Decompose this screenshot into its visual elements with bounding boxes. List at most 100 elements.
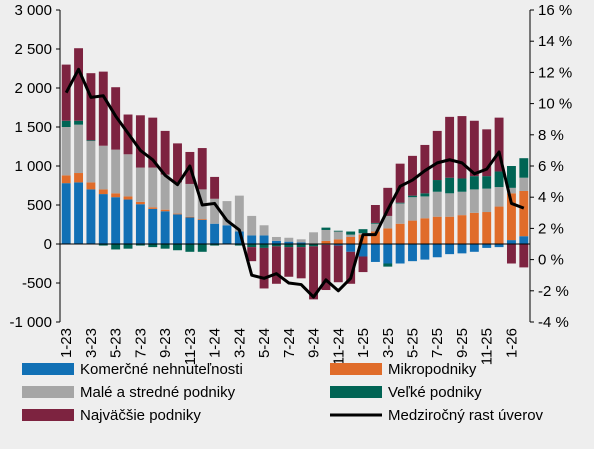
bar-0-6-24 [271,240,281,244]
bar-0-5-23 [111,197,121,244]
bar-2-1-26 [506,187,516,194]
right-tick-label-4: 4 % [538,189,564,206]
bar-3-9-25 [457,178,467,192]
bar-4-2-23 [74,48,84,121]
bar-0-9-25 [457,244,467,254]
bar-3-7-23 [135,244,145,246]
bar-2-1-24 [210,198,220,224]
bar-3-4-24 [247,244,257,248]
legend-label-2: Malé a stredné podniky [80,384,236,401]
bar-3-3-25 [383,263,393,267]
bar-0-11-24 [333,244,343,246]
bar-4-1-26 [506,244,516,264]
bar-1-5-23 [111,193,121,198]
bar-2-10-24 [321,229,331,241]
bar-4-3-23 [86,73,96,141]
bar-0-3-24 [234,231,244,244]
bar-1-10-24 [321,240,331,244]
legend-swatch-3 [330,386,382,398]
bar-2-12-24 [346,234,356,237]
legend-swatch-0 [22,363,74,375]
bar-4-1-24 [210,176,220,199]
left-tick-label-5: 1 500 [14,119,52,136]
bar-1-3-23 [86,182,96,190]
bar-1-10-23 [173,213,182,215]
bar-2-11-25 [482,188,492,213]
bar-0-7-23 [135,204,145,244]
bar-2-8-25 [445,193,455,217]
bar-2-8-23 [148,167,158,208]
bar-1-9-23 [160,209,170,212]
bar-4-7-23 [135,115,145,168]
bar-2-3-24 [234,195,244,232]
bar-3-1-25 [358,229,368,234]
bar-4-5-24 [259,247,269,289]
right-tick-label-7: 10 % [538,96,572,113]
bar-1-7-23 [135,201,145,205]
bar-4-8-24 [296,247,306,279]
bar-0-3-23 [86,189,96,244]
bar-4-8-23 [148,117,158,168]
x-tick-label-3: 7-23 [132,328,149,358]
x-tick-label-11: 11-24 [330,328,347,365]
bar-3-2-23 [74,120,84,125]
bar-0-2-24 [222,225,232,244]
right-tick-label-10: 16 % [538,2,572,19]
x-tick-label-8: 5-24 [256,328,273,358]
chart-legend: Komerčné nehnuteľnosti Mikropodniky Malé a… [22,361,544,424]
legend-label-1: Mikropodniky [388,361,477,378]
bar-2-5-24 [259,225,269,236]
bar-0-6-25 [420,244,430,260]
bar-3-5-24 [259,244,269,248]
right-tick-label-5: 6 % [538,158,564,175]
legend-label-5: Medziročný rast úverov [388,407,544,424]
bar-2-1-23 [61,127,71,176]
bar-1-1-26 [506,193,516,241]
bar-3-12-24 [346,231,356,235]
left-tick-label-3: 500 [27,197,52,214]
x-tick-label-14: 5-25 [405,328,422,358]
bar-3-8-23 [148,244,158,248]
bar-2-2-24 [222,201,232,226]
right-tick-label-1: -2 % [538,283,569,300]
bar-2-6-24 [271,236,281,241]
x-tick-label-17: 11-25 [479,328,496,365]
bar-2-3-25 [383,215,393,229]
bar-3-2-26 [519,158,529,178]
bar-3-8-25 [445,177,455,194]
bar-3-7-24 [284,244,294,248]
bar-1-6-23 [123,196,133,200]
x-tick-label-15: 7-25 [429,328,446,358]
bar-0-7-24 [284,241,294,244]
bar-2-10-25 [469,189,479,213]
bar-2-6-25 [420,196,430,219]
bar-1-11-23 [185,216,195,218]
bar-0-1-25 [358,244,368,257]
left-tick-label-8: 3 000 [14,2,52,19]
bar-4-11-24 [333,245,343,283]
bar-2-2-25 [370,223,380,232]
bar-1-4-23 [98,189,108,195]
bar-0-6-23 [123,199,133,244]
bar-0-1-26 [506,240,516,244]
bar-1-2-25 [370,231,380,244]
bar-1-10-25 [469,212,479,244]
bar-4-9-25 [457,116,467,179]
bar-2-12-25 [494,187,504,207]
bar-4-10-25 [469,120,479,177]
left-tick-label-7: 2 500 [14,41,52,58]
bar-3-1-23 [61,120,71,127]
bar-4-4-23 [98,71,108,146]
bar-2-5-23 [111,149,121,194]
bar-1-8-23 [148,207,158,209]
left-tick-label-1: -500 [22,275,52,292]
left-tick-label-0: -1 000 [9,314,52,331]
bar-0-10-23 [173,214,182,244]
bar-0-8-23 [148,208,158,244]
bar-0-2-23 [74,182,84,244]
bar-4-12-25 [494,117,504,172]
bar-3-3-23 [86,140,96,142]
bar-4-3-25 [383,187,393,216]
bar-0-3-25 [383,244,393,264]
